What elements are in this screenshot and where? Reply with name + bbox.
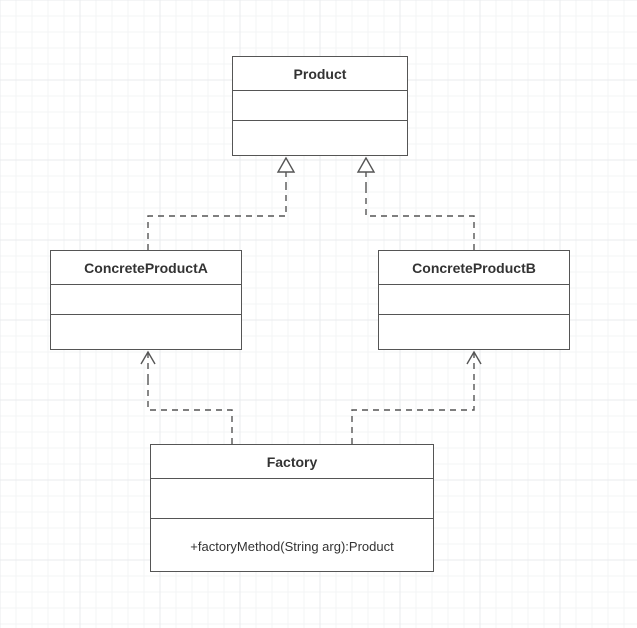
class-attributes [233,91,407,121]
class-operation: +factoryMethod(String arg):Product [190,539,393,554]
class-concrete-product-b: ConcreteProductB [378,250,570,350]
class-operations [379,315,569,351]
class-attributes [379,285,569,315]
class-name: ConcreteProductA [51,251,241,285]
class-product: Product [232,56,408,156]
class-name: Product [233,57,407,91]
class-attributes [151,479,433,519]
diagram-canvas: Product ConcreteProductA ConcreteProduct… [0,0,637,628]
class-name: Factory [151,445,433,479]
class-operations [51,315,241,351]
class-factory: Factory +factoryMethod(String arg):Produ… [150,444,434,572]
class-operations [233,121,407,157]
class-attributes [51,285,241,315]
class-name: ConcreteProductB [379,251,569,285]
class-operations: +factoryMethod(String arg):Product [151,519,433,573]
class-concrete-product-a: ConcreteProductA [50,250,242,350]
